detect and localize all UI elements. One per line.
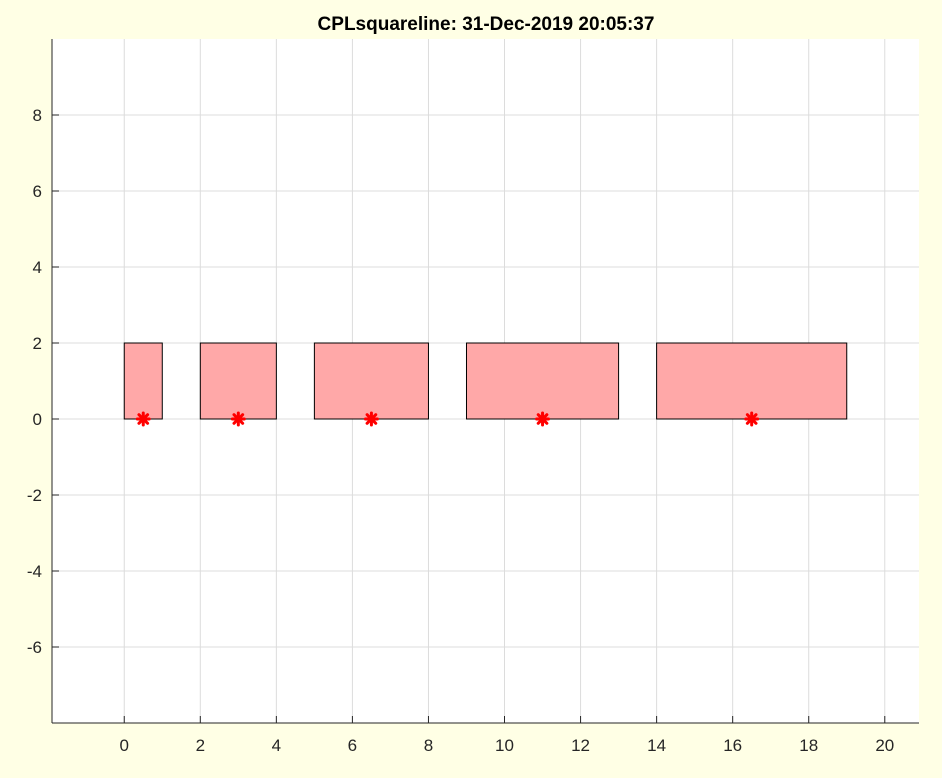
rectangle-patch [123, 342, 163, 420]
x-tick-label: 16 [723, 736, 742, 755]
asterisk-marker [230, 411, 246, 427]
y-tick-label: -2 [27, 486, 42, 505]
axes [51, 39, 919, 724]
chart-title: CPLsquareline: 31-Dec-2019 20:05:37 [318, 14, 655, 35]
rectangle-series [123, 342, 848, 420]
marker-stroke [137, 413, 150, 425]
x-tick-label: 6 [348, 736, 357, 755]
y-tick-label: 6 [33, 182, 42, 201]
marker-series [135, 411, 760, 427]
y-tick-label: 2 [33, 334, 42, 353]
x-tick-label: 10 [495, 736, 514, 755]
y-tick-label: 4 [33, 258, 42, 277]
marker-stroke [232, 413, 245, 425]
marker-stroke [365, 413, 378, 425]
asterisk-marker [535, 411, 551, 427]
rectangle-patch [465, 342, 620, 420]
x-tick-label: 2 [196, 736, 205, 755]
x-tick-label: 18 [799, 736, 818, 755]
asterisk-marker [363, 411, 379, 427]
x-tick-label: 12 [571, 736, 590, 755]
asterisk-marker [135, 411, 151, 427]
rectangle-patch [313, 342, 429, 420]
x-tick-label: 0 [120, 736, 129, 755]
x-tick-label: 8 [424, 736, 433, 755]
x-tick-label: 14 [647, 736, 666, 755]
x-tick-label: 4 [272, 736, 281, 755]
x-tick-label: 20 [875, 736, 894, 755]
y-tick-label: -6 [27, 638, 42, 657]
rectangle-patch [656, 342, 848, 420]
marker-stroke [536, 413, 549, 425]
y-tick-label: 0 [33, 410, 42, 429]
marker-stroke [745, 413, 758, 425]
y-tick-label: -4 [27, 562, 42, 581]
asterisk-marker [744, 411, 760, 427]
rectangle-patch [199, 342, 277, 420]
ticks: 0 2 4 6 8 10 12 14 16 18 20 -6 -4 -2 0 2 4 6 8 [27, 106, 894, 755]
y-tick-label: 8 [33, 106, 42, 125]
